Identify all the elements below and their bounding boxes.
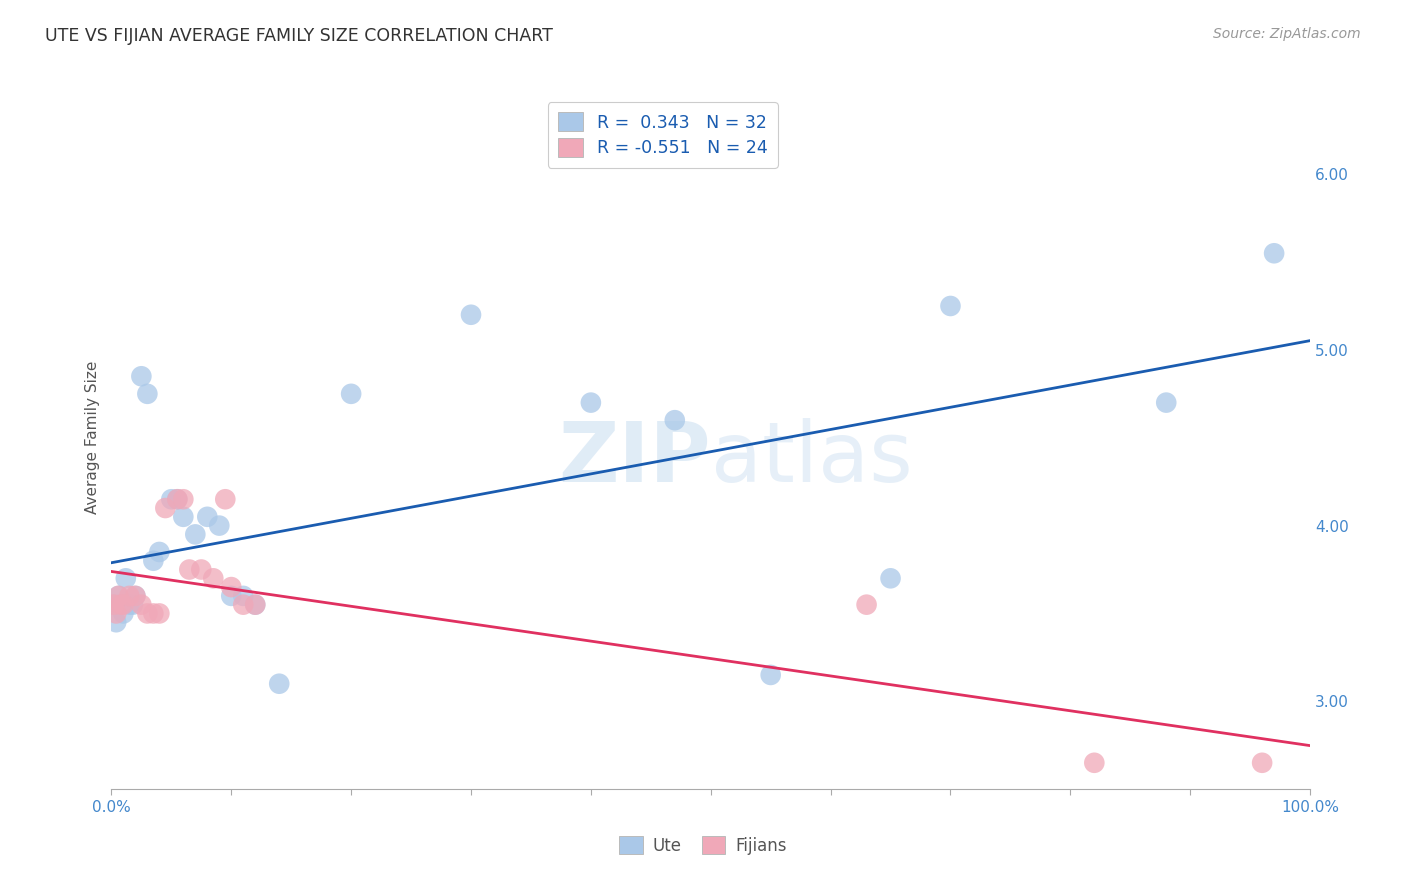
Point	[190, 562, 212, 576]
Point	[214, 492, 236, 507]
Point	[131, 598, 153, 612]
Point	[1154, 395, 1177, 409]
Point	[110, 598, 132, 612]
Point	[1083, 756, 1105, 770]
Point	[269, 677, 291, 691]
Point	[155, 501, 177, 516]
Point	[136, 387, 159, 401]
Point	[1263, 246, 1285, 260]
Point	[340, 387, 363, 401]
Point	[208, 518, 231, 533]
Point	[107, 589, 129, 603]
Point	[855, 598, 877, 612]
Point	[160, 492, 183, 507]
Point	[118, 589, 141, 603]
Point	[166, 492, 188, 507]
Text: atlas: atlas	[711, 418, 912, 500]
Point	[184, 527, 207, 541]
Text: Source: ZipAtlas.com: Source: ZipAtlas.com	[1213, 27, 1361, 41]
Point	[103, 598, 125, 612]
Point	[172, 509, 194, 524]
Point	[166, 492, 188, 507]
Y-axis label: Average Family Size: Average Family Size	[86, 361, 100, 515]
Point	[179, 562, 201, 576]
Point	[245, 598, 267, 612]
Point	[103, 598, 125, 612]
Point	[142, 607, 165, 621]
Point	[107, 589, 129, 603]
Point	[112, 607, 135, 621]
Point	[245, 598, 267, 612]
Point	[105, 607, 128, 621]
Point	[114, 571, 136, 585]
Point	[939, 299, 962, 313]
Point	[112, 598, 135, 612]
Point	[148, 607, 170, 621]
Point	[195, 509, 218, 524]
Legend: R =  0.343   N = 32, R = -0.551   N = 24: R = 0.343 N = 32, R = -0.551 N = 24	[548, 102, 778, 168]
Point	[759, 668, 782, 682]
Legend: Ute, Fijians: Ute, Fijians	[613, 830, 793, 862]
Point	[136, 607, 159, 621]
Point	[879, 571, 901, 585]
Point	[122, 598, 145, 612]
Point	[172, 492, 194, 507]
Point	[110, 598, 132, 612]
Point	[105, 615, 128, 630]
Text: ZIP: ZIP	[558, 418, 711, 500]
Point	[142, 554, 165, 568]
Point	[124, 589, 146, 603]
Point	[148, 545, 170, 559]
Point	[460, 308, 482, 322]
Point	[202, 571, 225, 585]
Point	[118, 598, 141, 612]
Point	[664, 413, 686, 427]
Point	[232, 589, 254, 603]
Text: UTE VS FIJIAN AVERAGE FAMILY SIZE CORRELATION CHART: UTE VS FIJIAN AVERAGE FAMILY SIZE CORREL…	[45, 27, 553, 45]
Point	[219, 589, 242, 603]
Point	[579, 395, 602, 409]
Point	[1251, 756, 1274, 770]
Point	[124, 589, 146, 603]
Point	[219, 580, 242, 594]
Point	[232, 598, 254, 612]
Point	[131, 369, 153, 384]
